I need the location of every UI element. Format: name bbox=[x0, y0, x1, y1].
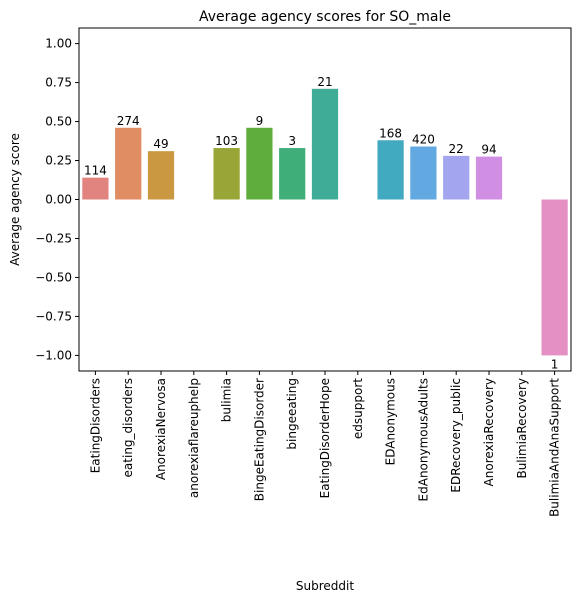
bar-EatingDisorderHope bbox=[311, 88, 339, 200]
y-tick-label: −0.25 bbox=[35, 231, 72, 245]
count-label-bingeeating: 3 bbox=[288, 134, 296, 148]
x-tick-label-eating_disorders: eating_disorders bbox=[121, 378, 135, 477]
bar-BulimiaAndAnaSupport bbox=[541, 199, 568, 356]
x-tick-label-EDAnonymous: EDAnonymous bbox=[384, 378, 398, 465]
x-tick-label-BulimiaAndAnaSupport: BulimiaAndAnaSupport bbox=[548, 378, 562, 517]
x-tick-label-bingeeating: bingeeating bbox=[285, 378, 299, 450]
x-axis-title: Subreddit bbox=[296, 579, 354, 593]
x-tick-label-EDRecovery_public: EDRecovery_public bbox=[449, 378, 463, 493]
bar-EatingDisorders bbox=[82, 177, 109, 200]
y-tick-label: 1.00 bbox=[45, 37, 72, 51]
count-label-bulimia: 103 bbox=[215, 134, 238, 148]
count-label-EatingDisorders: 114 bbox=[84, 164, 107, 178]
y-tick-label: −0.75 bbox=[35, 309, 72, 323]
x-tick-label-AnorexiaRecovery: AnorexiaRecovery bbox=[482, 378, 496, 486]
count-labels-group: 114 274 49 103 9 3 21 168 420 22 94 1 bbox=[84, 75, 558, 372]
bar-eating_disorders bbox=[115, 127, 142, 200]
count-label-EDRecovery_public: 22 bbox=[449, 142, 464, 156]
bar-bulimia bbox=[213, 148, 240, 200]
y-tick-label: 0.50 bbox=[45, 115, 72, 129]
x-axis: EatingDisorders eating_disorders AnorexiaN… bbox=[88, 371, 562, 517]
x-tick-label-EatingDisorderHope: EatingDisorderHope bbox=[318, 378, 332, 498]
bar-bingeeating bbox=[279, 148, 306, 200]
bars-group bbox=[82, 88, 568, 356]
bar-EDAnonymous bbox=[377, 140, 404, 200]
y-axis: −1.00 −0.75 −0.50 −0.25 0.00 0.25 0.50 0.75 1.00 bbox=[35, 37, 79, 362]
bar-BingeEatingDisorder bbox=[246, 127, 273, 200]
y-tick-label: 0.75 bbox=[45, 76, 72, 90]
x-tick-label-BulimiaRecovery: BulimiaRecovery bbox=[515, 378, 529, 479]
x-tick-label-BingeEatingDisorder: BingeEatingDisorder bbox=[252, 378, 266, 501]
count-label-EdAnonymousAdults: 420 bbox=[412, 132, 435, 146]
x-tick-label-EdAnonymousAdults: EdAnonymousAdults bbox=[416, 378, 430, 501]
x-tick-label-AnorexiaNervosa: AnorexiaNervosa bbox=[154, 378, 168, 480]
x-tick-label-EatingDisorders: EatingDisorders bbox=[88, 378, 102, 473]
x-tick-label-edsupport: edsupport bbox=[351, 378, 365, 439]
y-tick-label: 0.25 bbox=[45, 154, 72, 168]
count-label-eating_disorders: 274 bbox=[117, 114, 140, 128]
bar-EDRecovery_public bbox=[443, 155, 470, 200]
count-label-BulimiaAndAnaSupport: 1 bbox=[551, 357, 559, 371]
y-tick-label: −1.00 bbox=[35, 348, 72, 362]
bar-AnorexiaNervosa bbox=[147, 151, 175, 200]
y-tick-label: 0.00 bbox=[45, 193, 72, 207]
count-label-BingeEatingDisorder: 9 bbox=[256, 114, 264, 128]
bar-EdAnonymousAdults bbox=[410, 146, 437, 200]
chart-title: Average agency scores for SO_male bbox=[199, 9, 451, 25]
y-tick-label: −0.50 bbox=[35, 270, 72, 284]
bar-AnorexiaRecovery bbox=[475, 156, 503, 200]
x-tick-label-bulimia: bulimia bbox=[220, 378, 234, 422]
x-tick-label-anorexiaflareuphelp: anorexiaflareuphelp bbox=[187, 378, 201, 498]
count-label-EDAnonymous: 168 bbox=[379, 126, 402, 140]
count-label-EatingDisorderHope: 21 bbox=[317, 75, 332, 89]
count-label-AnorexiaRecovery: 94 bbox=[481, 143, 496, 157]
count-label-AnorexiaNervosa: 49 bbox=[153, 137, 168, 151]
y-axis-title: Average agency score bbox=[8, 133, 22, 266]
